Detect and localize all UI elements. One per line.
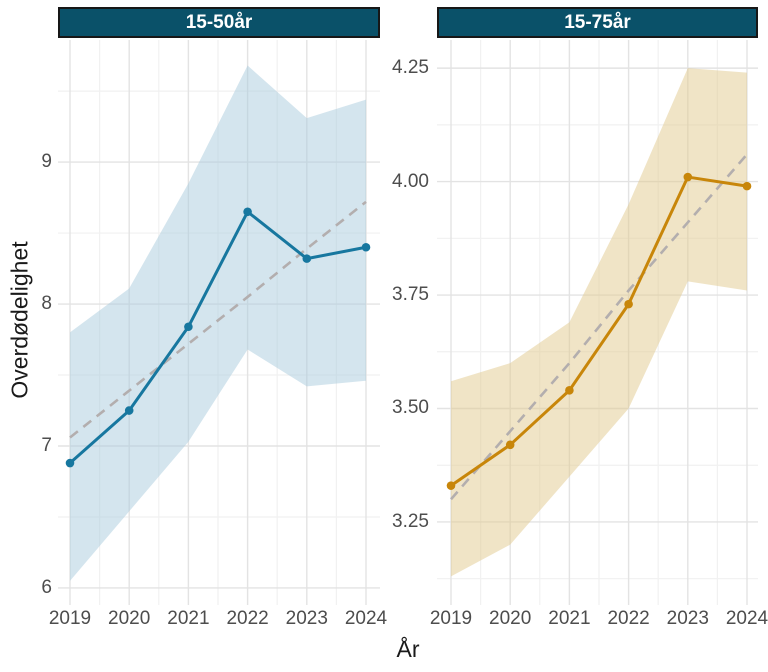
overdodelighet-observert-line	[69, 210, 367, 465]
y-tick-label: 8	[41, 293, 52, 315]
x-tick-label: 2024	[344, 608, 388, 629]
y-axis-title: Overdødelighet	[6, 241, 33, 399]
y-tick-label: 3.25	[392, 510, 429, 532]
y-tick-label: 6	[41, 576, 52, 598]
x-tick-label: 2021	[167, 608, 210, 629]
confidence-ribbon	[451, 68, 747, 577]
data-point	[184, 322, 193, 332]
x-tick-label: 2023	[666, 608, 709, 629]
data-point	[565, 386, 574, 395]
data-point	[361, 242, 371, 252]
x-tick-label: 2023	[285, 608, 328, 629]
y-tick-label: 7	[41, 435, 52, 456]
panel-15-75	[437, 40, 758, 605]
overdodelighet-observert-line	[450, 175, 748, 487]
data-point	[624, 299, 633, 309]
data-point	[302, 254, 312, 263]
x-tick-label: 2020	[108, 608, 151, 629]
x-tick-label: 2022	[607, 608, 650, 629]
y-tick-label: 9	[41, 151, 52, 173]
facet-strip-15-75: 15-75år	[437, 7, 758, 38]
confidence-ribbon	[70, 65, 366, 581]
data-point	[65, 458, 75, 468]
x-tick-label: 2019	[48, 608, 92, 629]
data-point	[683, 172, 693, 182]
data-point	[446, 481, 456, 490]
y-tick-label: 4.00	[392, 170, 429, 192]
x-axis-title: År	[396, 636, 420, 662]
y-tick-label: 4.25	[392, 57, 429, 79]
data-point	[124, 406, 134, 415]
data-point	[742, 181, 752, 191]
y-tick-label: 3.50	[392, 397, 429, 419]
trend-line	[450, 153, 748, 501]
data-point	[243, 207, 252, 217]
x-tick-label: 2022	[226, 608, 269, 629]
x-tick-label: 2019	[429, 608, 473, 629]
facet-strip-15-50: 15-50år	[58, 7, 380, 38]
x-tick-label: 2021	[548, 608, 591, 629]
x-tick-label: 2024	[725, 608, 768, 629]
panel-15-50	[58, 40, 380, 605]
x-tick-label: 2020	[489, 608, 532, 629]
data-point	[505, 440, 515, 450]
trend-line	[69, 200, 367, 439]
y-tick-label: 3.75	[392, 284, 429, 306]
